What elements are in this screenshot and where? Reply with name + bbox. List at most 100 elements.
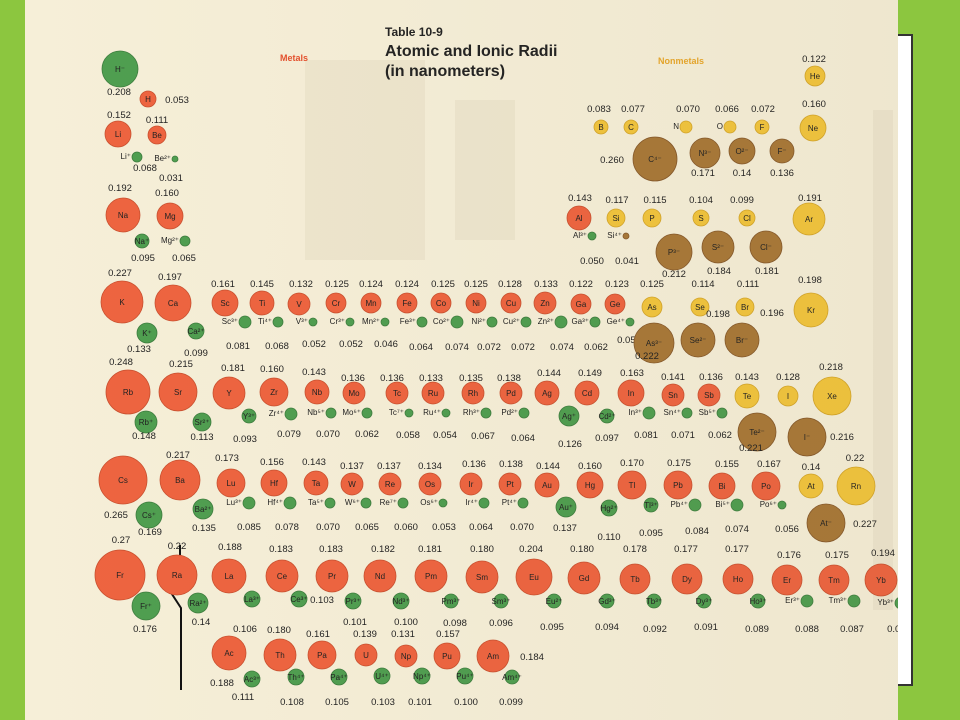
radius-pr-ion: 0.101 [343,617,367,628]
circle-be [147,125,167,145]
symbol-ir-ion: Ir⁴⁺ [465,498,478,507]
symbol-re: Re [385,480,396,489]
radius-cs: 0.265 [104,510,128,521]
symbol-li: Li [115,130,121,139]
symbol-cr: Cr [332,299,341,308]
symbol-mn-ion: Mn²⁺ [362,317,380,326]
symbol-rh: Rh [468,389,478,398]
circle-zr-ion [284,407,298,421]
radius-pa-ion: 0.105 [325,697,349,708]
symbol-as-ion: As³⁻ [646,339,662,348]
circle-h [139,90,157,108]
symbol-in-ion: In³⁺ [628,408,642,417]
radius-v: 0.132 [289,279,313,290]
symbol-zn-ion: Zn²⁺ [538,317,554,326]
symbol-ne: Ne [808,124,819,133]
circle-pa [307,640,337,670]
circle-ag [534,380,560,406]
symbol-c: C [628,123,634,132]
symbol-gd: Gd [579,574,590,583]
symbol-cr-ion: Cr³⁺ [330,317,345,326]
circle-cs [98,455,148,505]
radius-u: 0.139 [353,629,377,640]
circle-ra [156,554,198,596]
radius-f-ion: 0.136 [770,168,794,179]
circle-ir-ion [478,497,490,509]
symbol-rh-ion: Rh³⁺ [463,408,480,417]
circle-am-ion [504,669,520,685]
symbol-ac-ion: Ac³⁺ [244,675,260,684]
circle-y [212,376,246,410]
circle-dy-ion [696,593,712,609]
radius-rh: 0.135 [459,373,483,384]
circle-tm [818,564,850,596]
radius-eu-ion: 0.095 [540,622,564,633]
symbol-n-ion: N³⁻ [699,149,712,158]
circle-be-ion [171,155,179,163]
radius-lu: 0.173 [215,453,239,464]
circle-rb [105,369,151,415]
radius-yb: 0.194 [871,548,895,559]
symbol-ni-ion: Ni²⁺ [472,317,486,326]
radius-w-ion: 0.065 [355,522,379,533]
circle-o [723,120,737,134]
radius-na: 0.192 [108,183,132,194]
circle-sn [661,383,685,407]
circle-ca [154,284,192,322]
circle-sr [158,372,198,412]
circle-n [679,120,693,134]
symbol-lu-ion: Lu³⁺ [226,498,242,507]
circle-tb-ion [646,593,662,609]
symbol-al: Al [575,214,582,223]
symbol-mn: Mn [365,299,376,308]
circle-cd [574,380,600,406]
radius-pm: 0.181 [418,544,442,555]
circle-ra-ion [187,592,209,614]
symbol-n: N [673,122,679,131]
radius-pr: 0.183 [319,544,343,555]
symbol-mg: Mg [164,212,175,221]
radius-am-ion: 0.099 [499,697,523,708]
symbol-p-ion: P³⁻ [668,248,680,257]
symbol-pm: Pm [425,572,437,581]
radius-te: 0.143 [735,372,759,383]
radius-zr-ion: 0.079 [277,429,301,440]
symbol-cs: Cs [118,476,128,485]
circle-tl [617,470,647,500]
radius-w: 0.137 [340,461,364,472]
circle-si-ion [622,232,630,240]
circle-mg [156,202,184,230]
radius-eu: 0.204 [519,544,543,555]
radius-pt: 0.138 [499,459,523,470]
radius-in-ion: 0.081 [634,430,658,441]
symbol-pu-ion: Pu⁴⁺ [456,672,473,681]
radius-ba-ion: 0.135 [192,523,216,534]
radius-he: 0.122 [802,54,826,65]
circle-tb [619,563,651,595]
radius-as: 0.125 [640,279,664,290]
circle-po [751,471,781,501]
radius-dy-ion: 0.091 [694,622,718,633]
symbol-ag: Ag [542,389,552,398]
radius-cs-ion: 0.169 [138,527,162,538]
radius-ar: 0.191 [798,193,822,204]
radius-rb-ion: 0.148 [132,431,156,442]
radius-er-ion: 0.088 [795,624,819,635]
radius-ir: 0.136 [462,459,486,470]
symbol-s-ion: S²⁻ [712,243,724,252]
radius-mo: 0.136 [341,373,365,384]
symbol-i-ion: I⁻ [804,433,810,442]
circle-co [430,292,452,314]
symbol-sr: Sr [174,388,182,397]
radius-at: 0.14 [802,462,821,473]
radius-pt-ion: 0.070 [510,522,534,533]
symbol-sb-ion: Sb⁵⁺ [699,408,716,417]
radius-ce: 0.183 [269,544,293,555]
radius-k: 0.227 [108,268,132,279]
radius-tm: 0.175 [825,550,849,561]
symbol-h-ion: H⁻ [115,65,125,74]
circle-er-ion [800,594,814,608]
radius-fe: 0.124 [395,279,419,290]
symbol-at-ion: At⁻ [820,519,832,528]
symbol-po: Po [761,482,771,491]
